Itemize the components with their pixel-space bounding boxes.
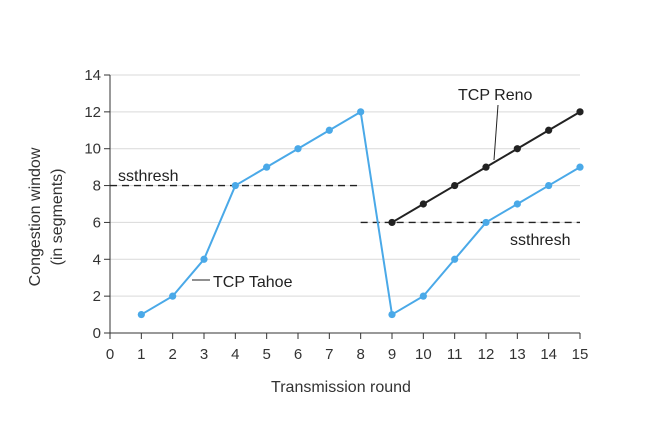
series-layer — [137, 108, 584, 319]
x-tick-label-5: 5 — [262, 346, 270, 363]
tcp-reno-point-13 — [513, 145, 521, 153]
tcp-tahoe-point-12 — [482, 218, 490, 227]
tcp-tahoe-point-1 — [137, 310, 145, 319]
tcp-tahoe-point-3 — [200, 255, 208, 263]
x-tick-label-4: 4 — [231, 346, 239, 363]
x-tick-label-9: 9 — [388, 346, 396, 363]
x-tick-label-14: 14 — [540, 346, 557, 363]
threshold-layer — [110, 184, 580, 224]
tcp-tahoe-line — [140, 110, 581, 317]
tcp-reno-point-12 — [482, 163, 490, 171]
ssthresh-upper-label: ssthresh — [118, 168, 178, 185]
y-tick-label-10: 10 — [84, 141, 101, 158]
tcp-tahoe-label: TCP Tahoe — [213, 274, 293, 291]
x-tick-label-6: 6 — [294, 346, 302, 363]
label-layer: Transmission round Congestion window (in… — [27, 87, 570, 396]
y-tick-label-8: 8 — [93, 178, 101, 195]
y-tick-label-0: 0 — [93, 325, 101, 342]
tcp-reno-point-9 — [388, 218, 396, 227]
y-axis-title-line2: (in segments) — [49, 169, 66, 266]
tcp-reno-label: TCP Reno — [458, 87, 533, 104]
tcp-reno-point-10 — [419, 200, 427, 208]
x-tick-label-1: 1 — [137, 346, 145, 363]
tcp-tahoe-point-8 — [357, 108, 365, 116]
tcp-tahoe-point-2 — [169, 292, 177, 300]
tcp-reno-point-11 — [451, 181, 459, 190]
tcp-tahoe-point-11 — [451, 255, 459, 263]
ssthresh-lower-label: ssthresh — [510, 232, 570, 249]
x-tick-label-8: 8 — [356, 346, 364, 363]
x-tick-label-0: 0 — [106, 346, 114, 363]
y-tick-label-4: 4 — [93, 251, 101, 268]
y-tick-label-14: 14 — [84, 67, 101, 84]
tcp-tahoe-point-4 — [231, 181, 239, 190]
x-tick-label-12: 12 — [478, 346, 495, 363]
x-tick-label-3: 3 — [200, 346, 208, 363]
tcp-tahoe-point-10 — [419, 292, 427, 300]
y-axis-title-line1: Congestion window — [27, 147, 44, 286]
x-tick-label-15: 15 — [572, 346, 589, 363]
tcp-tahoe-point-13 — [513, 200, 521, 208]
tcp-tahoe-point-6 — [294, 145, 302, 153]
tcp-tahoe-point-9 — [388, 310, 396, 319]
tcp-tahoe-point-7 — [325, 126, 333, 134]
y-tick-label-6: 6 — [93, 214, 101, 231]
tcp-tahoe-point-5 — [263, 163, 271, 171]
y-tick-label-12: 12 — [84, 104, 101, 121]
tcp-reno-leader-line — [493, 104, 499, 161]
x-tick-label-7: 7 — [325, 346, 333, 363]
y-tick-label-2: 2 — [93, 288, 101, 305]
tcp-reno-point-14 — [545, 126, 553, 134]
x-tick-label-10: 10 — [415, 346, 432, 363]
tcp-tahoe-point-15 — [576, 163, 584, 171]
x-tick-label-11: 11 — [447, 346, 463, 363]
x-tick-label-2: 2 — [168, 346, 176, 363]
x-axis-title: Transmission round — [271, 379, 411, 396]
x-tick-label-13: 13 — [509, 346, 526, 363]
tcp-tahoe-point-14 — [545, 181, 553, 190]
tcp-reno-point-15 — [576, 108, 584, 116]
